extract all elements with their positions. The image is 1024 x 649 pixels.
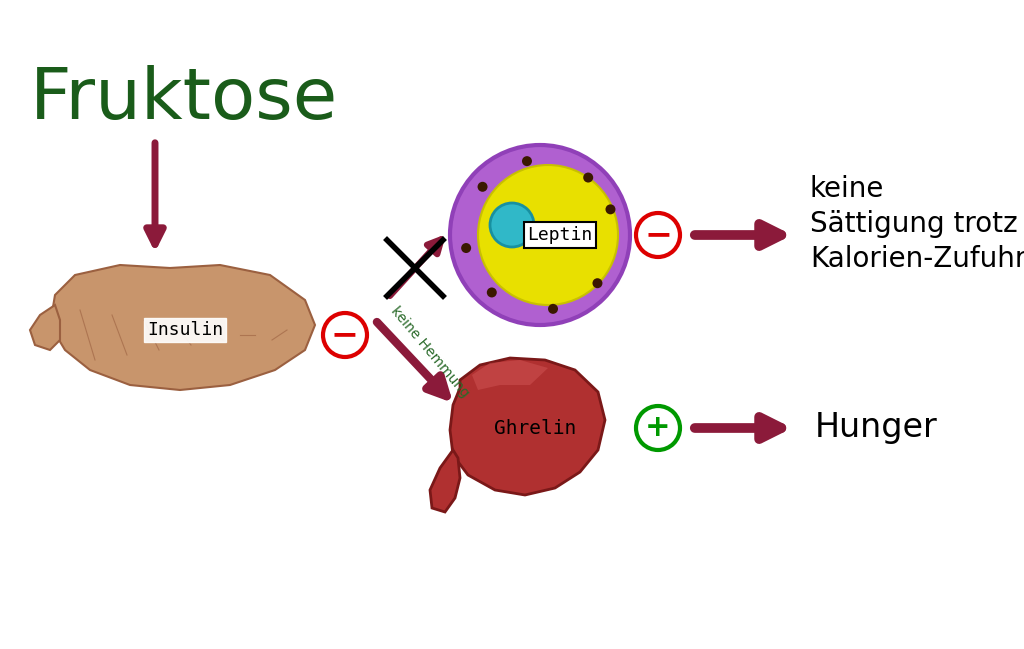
Circle shape: [486, 288, 497, 297]
Circle shape: [490, 203, 534, 247]
Circle shape: [548, 304, 558, 314]
Polygon shape: [50, 265, 315, 390]
Circle shape: [522, 156, 532, 166]
Circle shape: [478, 165, 618, 305]
Text: Hunger: Hunger: [815, 411, 938, 445]
Circle shape: [461, 243, 471, 253]
Text: Insulin: Insulin: [146, 321, 223, 339]
Text: keine Hemmung: keine Hemmung: [388, 304, 472, 400]
Circle shape: [477, 182, 487, 192]
Circle shape: [450, 145, 630, 325]
Text: keine: keine: [810, 175, 885, 203]
Polygon shape: [430, 450, 460, 512]
Circle shape: [636, 406, 680, 450]
Circle shape: [584, 173, 593, 182]
Circle shape: [593, 278, 602, 288]
Polygon shape: [472, 360, 548, 390]
Text: Leptin: Leptin: [527, 226, 593, 244]
Text: Sättigung trotz: Sättigung trotz: [810, 210, 1018, 238]
Text: −: −: [331, 319, 359, 352]
Circle shape: [605, 204, 615, 214]
Polygon shape: [30, 305, 60, 350]
Text: +: +: [645, 413, 671, 443]
Circle shape: [636, 213, 680, 257]
Text: −: −: [644, 219, 672, 252]
Polygon shape: [450, 358, 605, 495]
Text: Ghrelin: Ghrelin: [494, 419, 577, 437]
Circle shape: [323, 313, 367, 357]
Text: Kalorien-Zufuhr: Kalorien-Zufuhr: [810, 245, 1024, 273]
Text: Fruktose: Fruktose: [30, 66, 338, 134]
